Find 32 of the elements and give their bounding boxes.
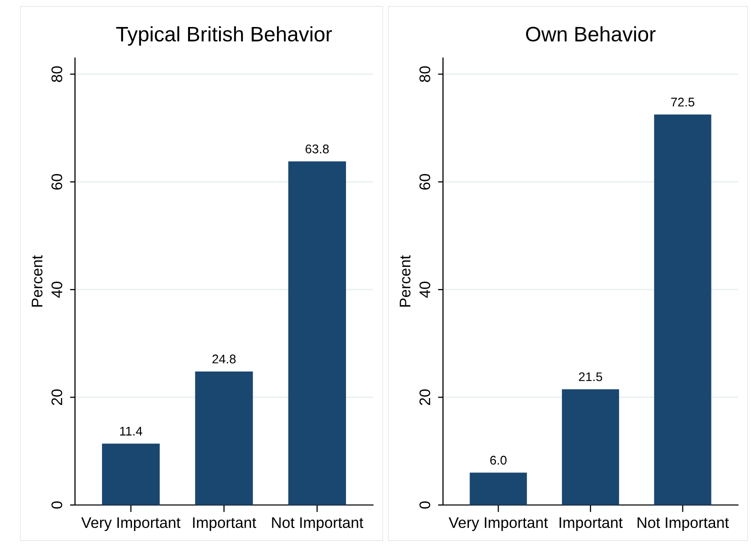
data-label: 63.8 xyxy=(306,144,329,154)
data-label: 11.4 xyxy=(120,426,142,436)
y-tick-label: 60 xyxy=(419,174,430,190)
bar xyxy=(195,371,253,505)
data-label: 21.5 xyxy=(578,372,602,382)
x-tick-label: Not Important xyxy=(272,517,364,532)
y-tick-label: 60 xyxy=(51,174,62,190)
bar xyxy=(102,444,160,505)
y-tick-label: 80 xyxy=(419,66,430,82)
y-tick-label: 20 xyxy=(51,389,62,406)
chart-title: Typical British Behavior xyxy=(116,26,332,46)
x-tick-label: Important xyxy=(193,517,256,532)
data-label: 72.5 xyxy=(671,98,694,107)
y-axis-title: Percent xyxy=(32,255,42,307)
y-tick-label: 40 xyxy=(51,282,62,298)
data-label: 24.8 xyxy=(212,354,236,364)
x-tick-label: Very Important xyxy=(81,517,180,532)
x-tick-label: Not Important xyxy=(638,517,729,532)
y-tick-label: 80 xyxy=(51,66,62,82)
data-label: 6.0 xyxy=(490,456,507,465)
y-tick-label: 20 xyxy=(419,389,430,406)
x-tick-label: Very Important xyxy=(448,517,548,532)
y-axis-title: Percent xyxy=(400,255,410,307)
bar xyxy=(470,472,527,505)
y-tick-label: 0 xyxy=(51,501,62,509)
bar xyxy=(288,161,346,505)
bar xyxy=(654,114,712,505)
bar xyxy=(562,389,620,505)
y-tick-label: 40 xyxy=(419,282,430,298)
y-tick-label: 0 xyxy=(419,501,430,509)
x-tick-label: Important xyxy=(560,517,623,532)
chart-title: Own Behavior xyxy=(526,26,656,42)
